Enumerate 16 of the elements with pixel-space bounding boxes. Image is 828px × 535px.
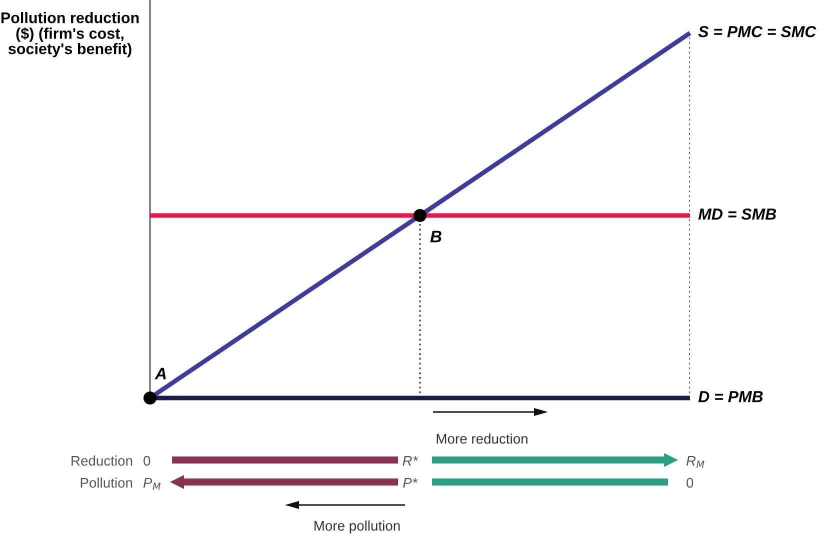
series-label: S = PMC = SMC — [698, 26, 816, 38]
annotation: A — [154, 368, 166, 380]
text: 0 — [144, 456, 150, 466]
text: More reduction — [436, 434, 528, 444]
text: P$_{M}$ — [143, 478, 161, 490]
text: R* — [402, 456, 418, 466]
text: Reduction — [72, 456, 132, 466]
text: More pollution — [314, 520, 400, 534]
annotation: B — [430, 230, 442, 242]
text: P* — [403, 478, 418, 488]
text: Pollution — [80, 478, 132, 488]
text: R$_{M}$ — [686, 456, 704, 468]
text: 0 — [686, 478, 694, 488]
series-label: MD = SMB — [698, 208, 776, 220]
series-label: D = PMB — [698, 391, 763, 402]
y-axis-title: Pollution reduction ($) (firm's cost, society's benefit) — [1, 12, 139, 58]
